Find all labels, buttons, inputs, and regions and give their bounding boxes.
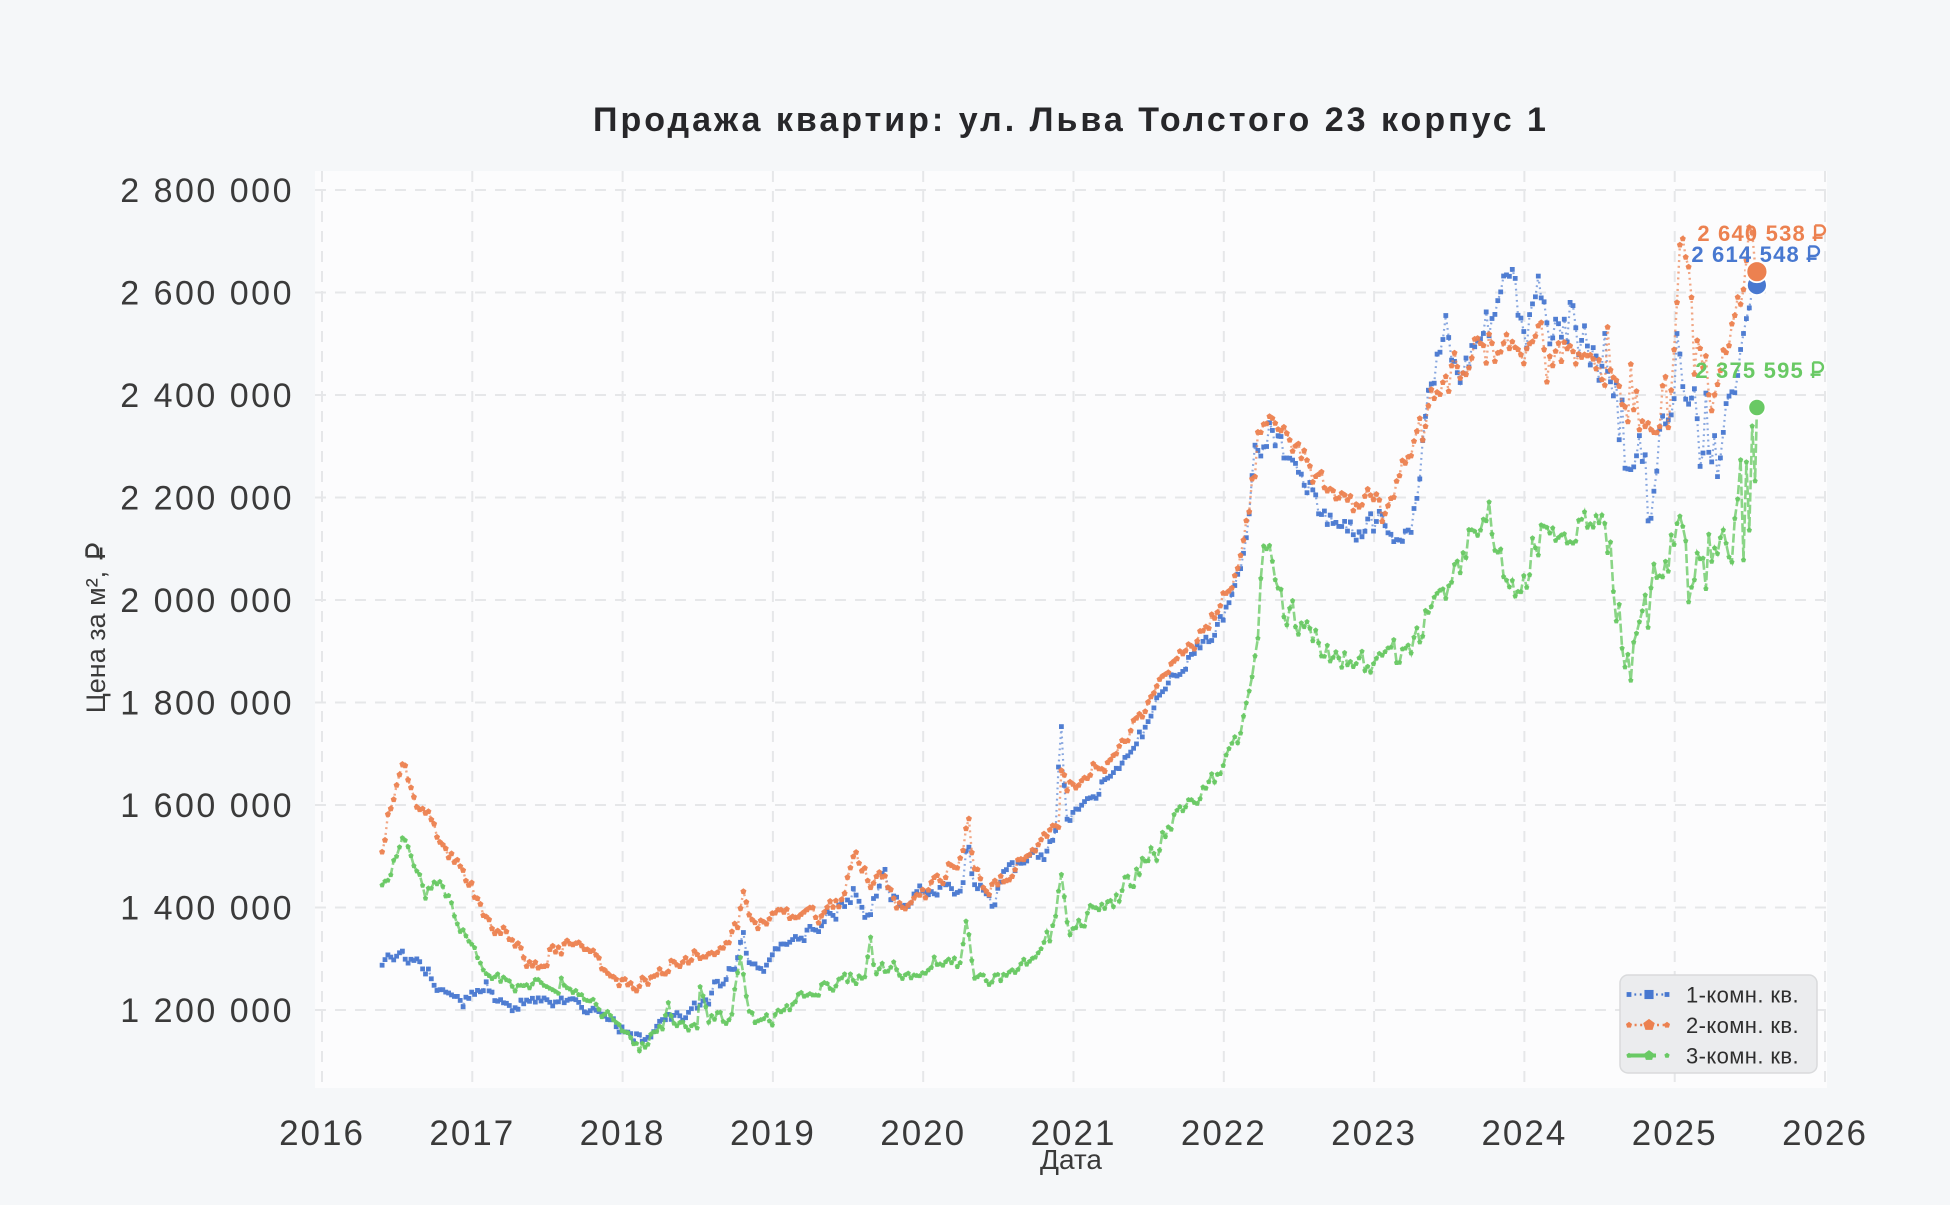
svg-text:2016: 2016 bbox=[279, 1114, 365, 1153]
svg-text:2 614 548: 2 614 548 bbox=[1691, 242, 1800, 267]
svg-text:2 000 000: 2 000 000 bbox=[120, 582, 294, 620]
svg-text:Продажа квартир: ул. Льва Толс: Продажа квартир: ул. Льва Толстого 23 ко… bbox=[593, 101, 1549, 139]
svg-text:2023: 2023 bbox=[1331, 1114, 1417, 1153]
svg-text:2022: 2022 bbox=[1181, 1114, 1267, 1153]
svg-text:2 375 595: 2 375 595 bbox=[1695, 358, 1804, 383]
svg-text:2018: 2018 bbox=[580, 1114, 666, 1153]
svg-text:2 600 000: 2 600 000 bbox=[120, 275, 294, 313]
svg-text:2 400 000: 2 400 000 bbox=[120, 377, 294, 415]
svg-text:2026: 2026 bbox=[1782, 1114, 1868, 1153]
svg-text:2024: 2024 bbox=[1481, 1114, 1567, 1153]
svg-text:Цена за м²,: Цена за м², bbox=[81, 571, 111, 713]
svg-text:1 800 000: 1 800 000 bbox=[120, 685, 294, 723]
svg-text:1 400 000: 1 400 000 bbox=[120, 890, 294, 928]
svg-text:3-комн. кв.: 3-комн. кв. bbox=[1686, 1044, 1799, 1069]
svg-text:1-комн. кв.: 1-комн. кв. bbox=[1686, 983, 1799, 1008]
svg-text:2 200 000: 2 200 000 bbox=[120, 480, 294, 518]
svg-text:2-комн. кв.: 2-комн. кв. bbox=[1686, 1013, 1799, 1038]
svg-text:Дата: Дата bbox=[1040, 1144, 1102, 1175]
svg-text:1 200 000: 1 200 000 bbox=[120, 992, 294, 1030]
svg-text:2017: 2017 bbox=[429, 1114, 515, 1153]
svg-text:2025: 2025 bbox=[1632, 1114, 1718, 1153]
svg-text:2021: 2021 bbox=[1031, 1114, 1117, 1153]
svg-text:1 600 000: 1 600 000 bbox=[120, 787, 294, 825]
svg-text:2 640 538: 2 640 538 bbox=[1697, 221, 1806, 246]
svg-text:2 800 000: 2 800 000 bbox=[120, 172, 294, 210]
svg-text:2020: 2020 bbox=[880, 1114, 966, 1153]
svg-text:2019: 2019 bbox=[730, 1114, 816, 1153]
